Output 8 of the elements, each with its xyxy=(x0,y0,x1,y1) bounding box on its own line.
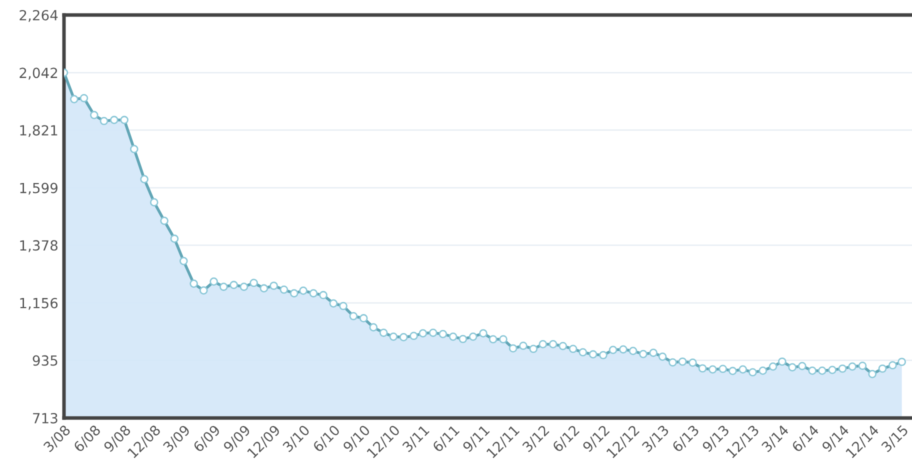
y-tick-label: 1,821 xyxy=(20,125,58,137)
y-tick-label: 935 xyxy=(32,355,58,366)
y-tick-label: 2,042 xyxy=(20,68,58,80)
y-tick-label: 713 xyxy=(33,412,58,424)
y-tick-label: 2,264 xyxy=(20,10,58,22)
y-tick-label: 1,599 xyxy=(20,182,58,195)
y-tick-label: 1,156 xyxy=(20,298,58,310)
y-tick-label: 1,378 xyxy=(20,240,58,252)
